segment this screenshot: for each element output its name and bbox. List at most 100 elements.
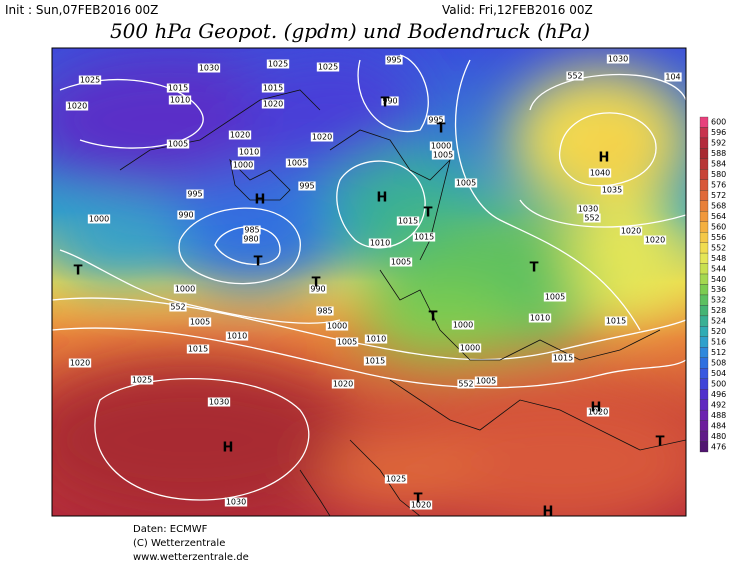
colorbar-label: 520	[711, 327, 726, 336]
label-bg	[166, 83, 190, 93]
colorbar-label: 512	[711, 348, 726, 357]
label-bg	[173, 284, 197, 294]
label-bg	[168, 95, 192, 105]
isobar-label: 1020	[588, 408, 608, 417]
label-bg	[619, 226, 643, 236]
isobar-label: 1010	[170, 96, 190, 105]
pressure-center: T	[429, 310, 438, 325]
colorbar-swatch	[699, 294, 709, 306]
label-bg	[576, 204, 600, 214]
colorbar-swatch	[699, 273, 709, 285]
isobar-label: 1035	[602, 186, 622, 195]
label-bg	[310, 132, 334, 142]
isobar-label: 1025	[268, 60, 288, 69]
isobar-label: 1010	[530, 314, 550, 323]
pressure-center: T	[74, 264, 83, 279]
colorbar-label: 496	[711, 390, 726, 399]
isobar-label: 1030	[226, 498, 246, 507]
colorbar-label: 504	[711, 369, 726, 378]
label-bg	[285, 158, 309, 168]
colorbar-swatch	[699, 441, 709, 453]
label-bg	[586, 407, 610, 417]
colorbar-swatch	[699, 179, 709, 191]
label-bg	[207, 397, 231, 407]
map: 1025 1015 1010 1020 1030 1025 1025 1015 1020 995 9…	[52, 48, 686, 516]
colorbar-swatch	[699, 137, 709, 149]
pressure-center: T	[414, 492, 423, 507]
colorbar-swatch	[699, 357, 709, 369]
isobar-label: 1015	[188, 345, 208, 354]
colorbar-label: 572	[711, 191, 726, 200]
label-bg	[454, 178, 478, 188]
colorbar-label: 500	[711, 379, 726, 388]
colorbar-label: 552	[711, 243, 726, 252]
pressure-center: T	[530, 261, 539, 276]
pressure-center: H	[255, 193, 266, 208]
label-bg	[335, 337, 359, 347]
colorbar-swatch	[699, 284, 709, 296]
isobar-label: 1000	[453, 321, 473, 330]
colorbar-swatch	[699, 190, 709, 201]
colorbar-swatch	[699, 399, 709, 411]
isobar-label: 104	[665, 73, 680, 82]
label-bg	[431, 150, 455, 160]
label-bg	[566, 71, 584, 81]
isobar-label: 1015	[414, 233, 434, 242]
colorbar-label: 480	[711, 432, 726, 441]
isobar-label: 985	[244, 226, 259, 235]
isobar-label: 1005	[433, 151, 453, 160]
label-bg	[427, 115, 445, 125]
colorbar-label: 532	[711, 296, 726, 305]
footer-line: www.wetterzentrale.de	[133, 552, 249, 563]
isobar-label: 995	[187, 190, 202, 199]
colorbar-swatch	[699, 389, 709, 400]
isobar-label: 1010	[239, 148, 259, 157]
label-bg	[604, 316, 628, 326]
colorbar-label: 540	[711, 275, 726, 284]
isobar-label: 1025	[318, 63, 338, 72]
isobar-label: 1000	[327, 322, 347, 331]
isobar-label: 1020	[230, 131, 250, 140]
colorbar-swatch	[699, 420, 709, 432]
label-bg	[412, 232, 436, 242]
label-bg	[166, 139, 190, 149]
colorbar-swatch	[699, 326, 709, 337]
isobar-label: 1030	[608, 55, 628, 64]
colorbar-label: 580	[711, 170, 726, 179]
label-bg	[316, 306, 334, 316]
label-bg	[68, 358, 92, 368]
isobar-label: 1015	[365, 357, 385, 366]
isobar-label: 1025	[386, 475, 406, 484]
label-bg	[363, 356, 387, 366]
pressure-center: T	[254, 255, 263, 270]
label-bg	[316, 62, 340, 72]
isobar-label: 1025	[80, 76, 100, 85]
colorbar-swatch	[699, 263, 709, 275]
isobar-label: 995	[428, 116, 443, 125]
colorbar-label: 488	[711, 411, 726, 420]
colorbar-swatch	[699, 368, 709, 379]
title: 500 hPa Geopot. (gpdm) und Bodendruck (h…	[110, 19, 590, 43]
label-bg	[588, 168, 612, 178]
isobar-label: 1005	[391, 258, 411, 267]
colorbar-label: 544	[711, 264, 726, 273]
label-bg	[429, 141, 453, 151]
isobar-label: 1005	[287, 159, 307, 168]
colorbar-label: 600	[711, 118, 726, 127]
isobar-label: 1000	[89, 215, 109, 224]
map-frame	[51, 47, 687, 517]
label-bg	[225, 331, 249, 341]
pressure-center: T	[312, 276, 321, 291]
isobar-label: 1005	[545, 293, 565, 302]
colorbar-label: 516	[711, 338, 726, 347]
label-bg	[396, 216, 420, 226]
isobar-label: 990	[178, 211, 193, 220]
label-bg	[309, 284, 327, 294]
isobar-label: 985	[317, 307, 332, 316]
label-bg	[243, 225, 261, 235]
label-bg	[298, 181, 316, 191]
isobar-label: 1030	[209, 398, 229, 407]
label-bg	[543, 292, 567, 302]
label-bg	[451, 320, 475, 330]
